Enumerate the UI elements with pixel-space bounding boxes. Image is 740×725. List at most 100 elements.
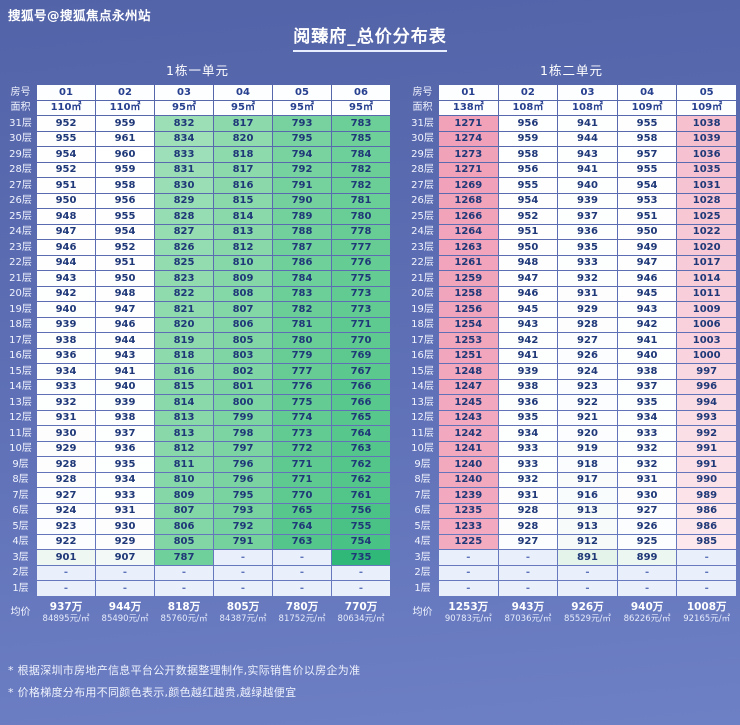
price-cell: 765	[273, 503, 331, 518]
average-price-wan: 818万	[167, 600, 201, 613]
price-cell: 929	[37, 441, 95, 456]
price-cell: 810	[155, 472, 213, 487]
avg-row-label: 均价	[10, 606, 31, 618]
price-cell: 782	[273, 302, 331, 317]
price-cell: 815	[214, 193, 272, 208]
price-cell: 1241	[439, 441, 498, 456]
average-price-per-sqm: 81752元/㎡	[278, 613, 326, 624]
price-cell: 775	[273, 395, 331, 410]
price-cell: 778	[332, 224, 390, 239]
price-cell: 796	[214, 472, 272, 487]
price-cell: -	[498, 550, 558, 565]
price-cell: 922	[558, 395, 617, 410]
average-price-per-sqm: 85490元/㎡	[101, 613, 149, 624]
price-cell: 941	[498, 348, 558, 363]
price-cell: 802	[214, 364, 272, 379]
price-cell: 806	[155, 519, 213, 534]
price-cell: 1253	[439, 333, 498, 348]
price-cell: 947	[498, 271, 558, 286]
price-cell: 793	[273, 116, 331, 131]
price-cell: 938	[96, 410, 154, 425]
tables-area: 1栋一单元 房号 01 02 03 04 05 06 面积 110㎡ 110㎡ 95㎡ 95㎡ 95㎡ 9…	[4, 60, 737, 629]
price-cell: 1003	[677, 333, 736, 348]
floor-label: 5层	[12, 520, 29, 532]
price-cell: 891	[558, 550, 617, 565]
price-cell: 931	[558, 286, 617, 301]
price-cell: 954	[96, 224, 154, 239]
price-cell: 782	[332, 178, 390, 193]
price-cell: 790	[273, 193, 331, 208]
average-price: 1008万 92165元/㎡	[677, 597, 736, 628]
price-cell: 810	[214, 255, 272, 270]
price-cell: 814	[155, 395, 213, 410]
price-cell: 762	[332, 457, 390, 472]
price-cell: 1264	[439, 224, 498, 239]
price-cell: 922	[37, 534, 95, 549]
price-cell: 765	[332, 410, 390, 425]
price-cell: 774	[273, 410, 331, 425]
price-cell: 1025	[677, 209, 736, 224]
floor-label: 27层	[9, 179, 32, 191]
average-price-wan: 770万	[344, 600, 378, 613]
price-cell: 773	[273, 426, 331, 441]
price-cell: 933	[96, 488, 154, 503]
price-cell: 957	[617, 147, 677, 162]
price-cell: 991	[677, 441, 736, 456]
price-cell: 796	[214, 457, 272, 472]
price-cell: 947	[617, 255, 677, 270]
price-cell: 937	[96, 426, 154, 441]
floor-label: 10层	[411, 443, 434, 455]
floor-label: 1层	[12, 582, 29, 594]
price-cell: 920	[558, 426, 617, 441]
price-cell: 944	[96, 333, 154, 348]
price-cell: -	[498, 565, 558, 580]
price-cell: 770	[332, 333, 390, 348]
price-cell: 940	[96, 379, 154, 394]
room-number: 01	[439, 85, 498, 100]
page-title: 阅臻府_总价分布表	[293, 22, 447, 52]
price-cell: 1020	[677, 240, 736, 255]
price-cell: 941	[558, 116, 617, 131]
price-cell: 925	[617, 534, 677, 549]
floor-label: 7层	[12, 489, 29, 501]
price-cell: 916	[558, 488, 617, 503]
average-price-wan: 1253万	[448, 600, 489, 613]
price-cell: 1036	[677, 147, 736, 162]
area-value: 110㎡	[96, 100, 154, 115]
price-cell: 919	[558, 441, 617, 456]
price-cell: -	[155, 565, 213, 580]
price-cell: 809	[155, 488, 213, 503]
price-cell: 927	[498, 534, 558, 549]
price-cell: 927	[617, 503, 677, 518]
average-price-per-sqm: 84895元/㎡	[42, 613, 90, 624]
unit-1-section: 1栋一单元 房号 01 02 03 04 05 06 面积 110㎡ 110㎡ 95㎡ 95㎡ 95㎡ 9…	[4, 60, 391, 629]
floor-label: 5层	[414, 520, 431, 532]
room-number: 04	[617, 85, 677, 100]
price-cell: 773	[332, 302, 390, 317]
price-cell: 938	[617, 364, 677, 379]
price-cell: -	[439, 565, 498, 580]
average-price: 943万 87036元/㎡	[499, 597, 558, 628]
floor-label: 17层	[9, 334, 32, 346]
price-cell: 958	[617, 131, 677, 146]
price-cell: -	[677, 581, 736, 596]
floor-label: 11层	[9, 427, 32, 439]
price-cell: 813	[155, 410, 213, 425]
price-cell: 1242	[439, 426, 498, 441]
price-cell: -	[214, 550, 272, 565]
price-cell: 773	[332, 286, 390, 301]
average-price-wan: 943万	[511, 600, 545, 613]
floor-label: 26层	[411, 195, 434, 207]
area-value: 95㎡	[273, 100, 331, 115]
room-col-header: 房号	[10, 86, 31, 98]
price-cell: 913	[558, 503, 617, 518]
price-cell: 771	[273, 472, 331, 487]
price-cell: 929	[558, 302, 617, 317]
price-cell: 928	[498, 519, 558, 534]
price-table-unit-1: 房号 01 02 03 04 05 06 面积 110㎡ 110㎡ 95㎡ 95㎡ 95㎡ 95㎡ 31层 9…	[4, 84, 391, 629]
price-cell: 832	[155, 116, 213, 131]
unit-1-title: 1栋一单元	[166, 63, 229, 78]
price-cell: 781	[273, 317, 331, 332]
area-value: 138㎡	[439, 100, 498, 115]
price-cell: 1014	[677, 271, 736, 286]
